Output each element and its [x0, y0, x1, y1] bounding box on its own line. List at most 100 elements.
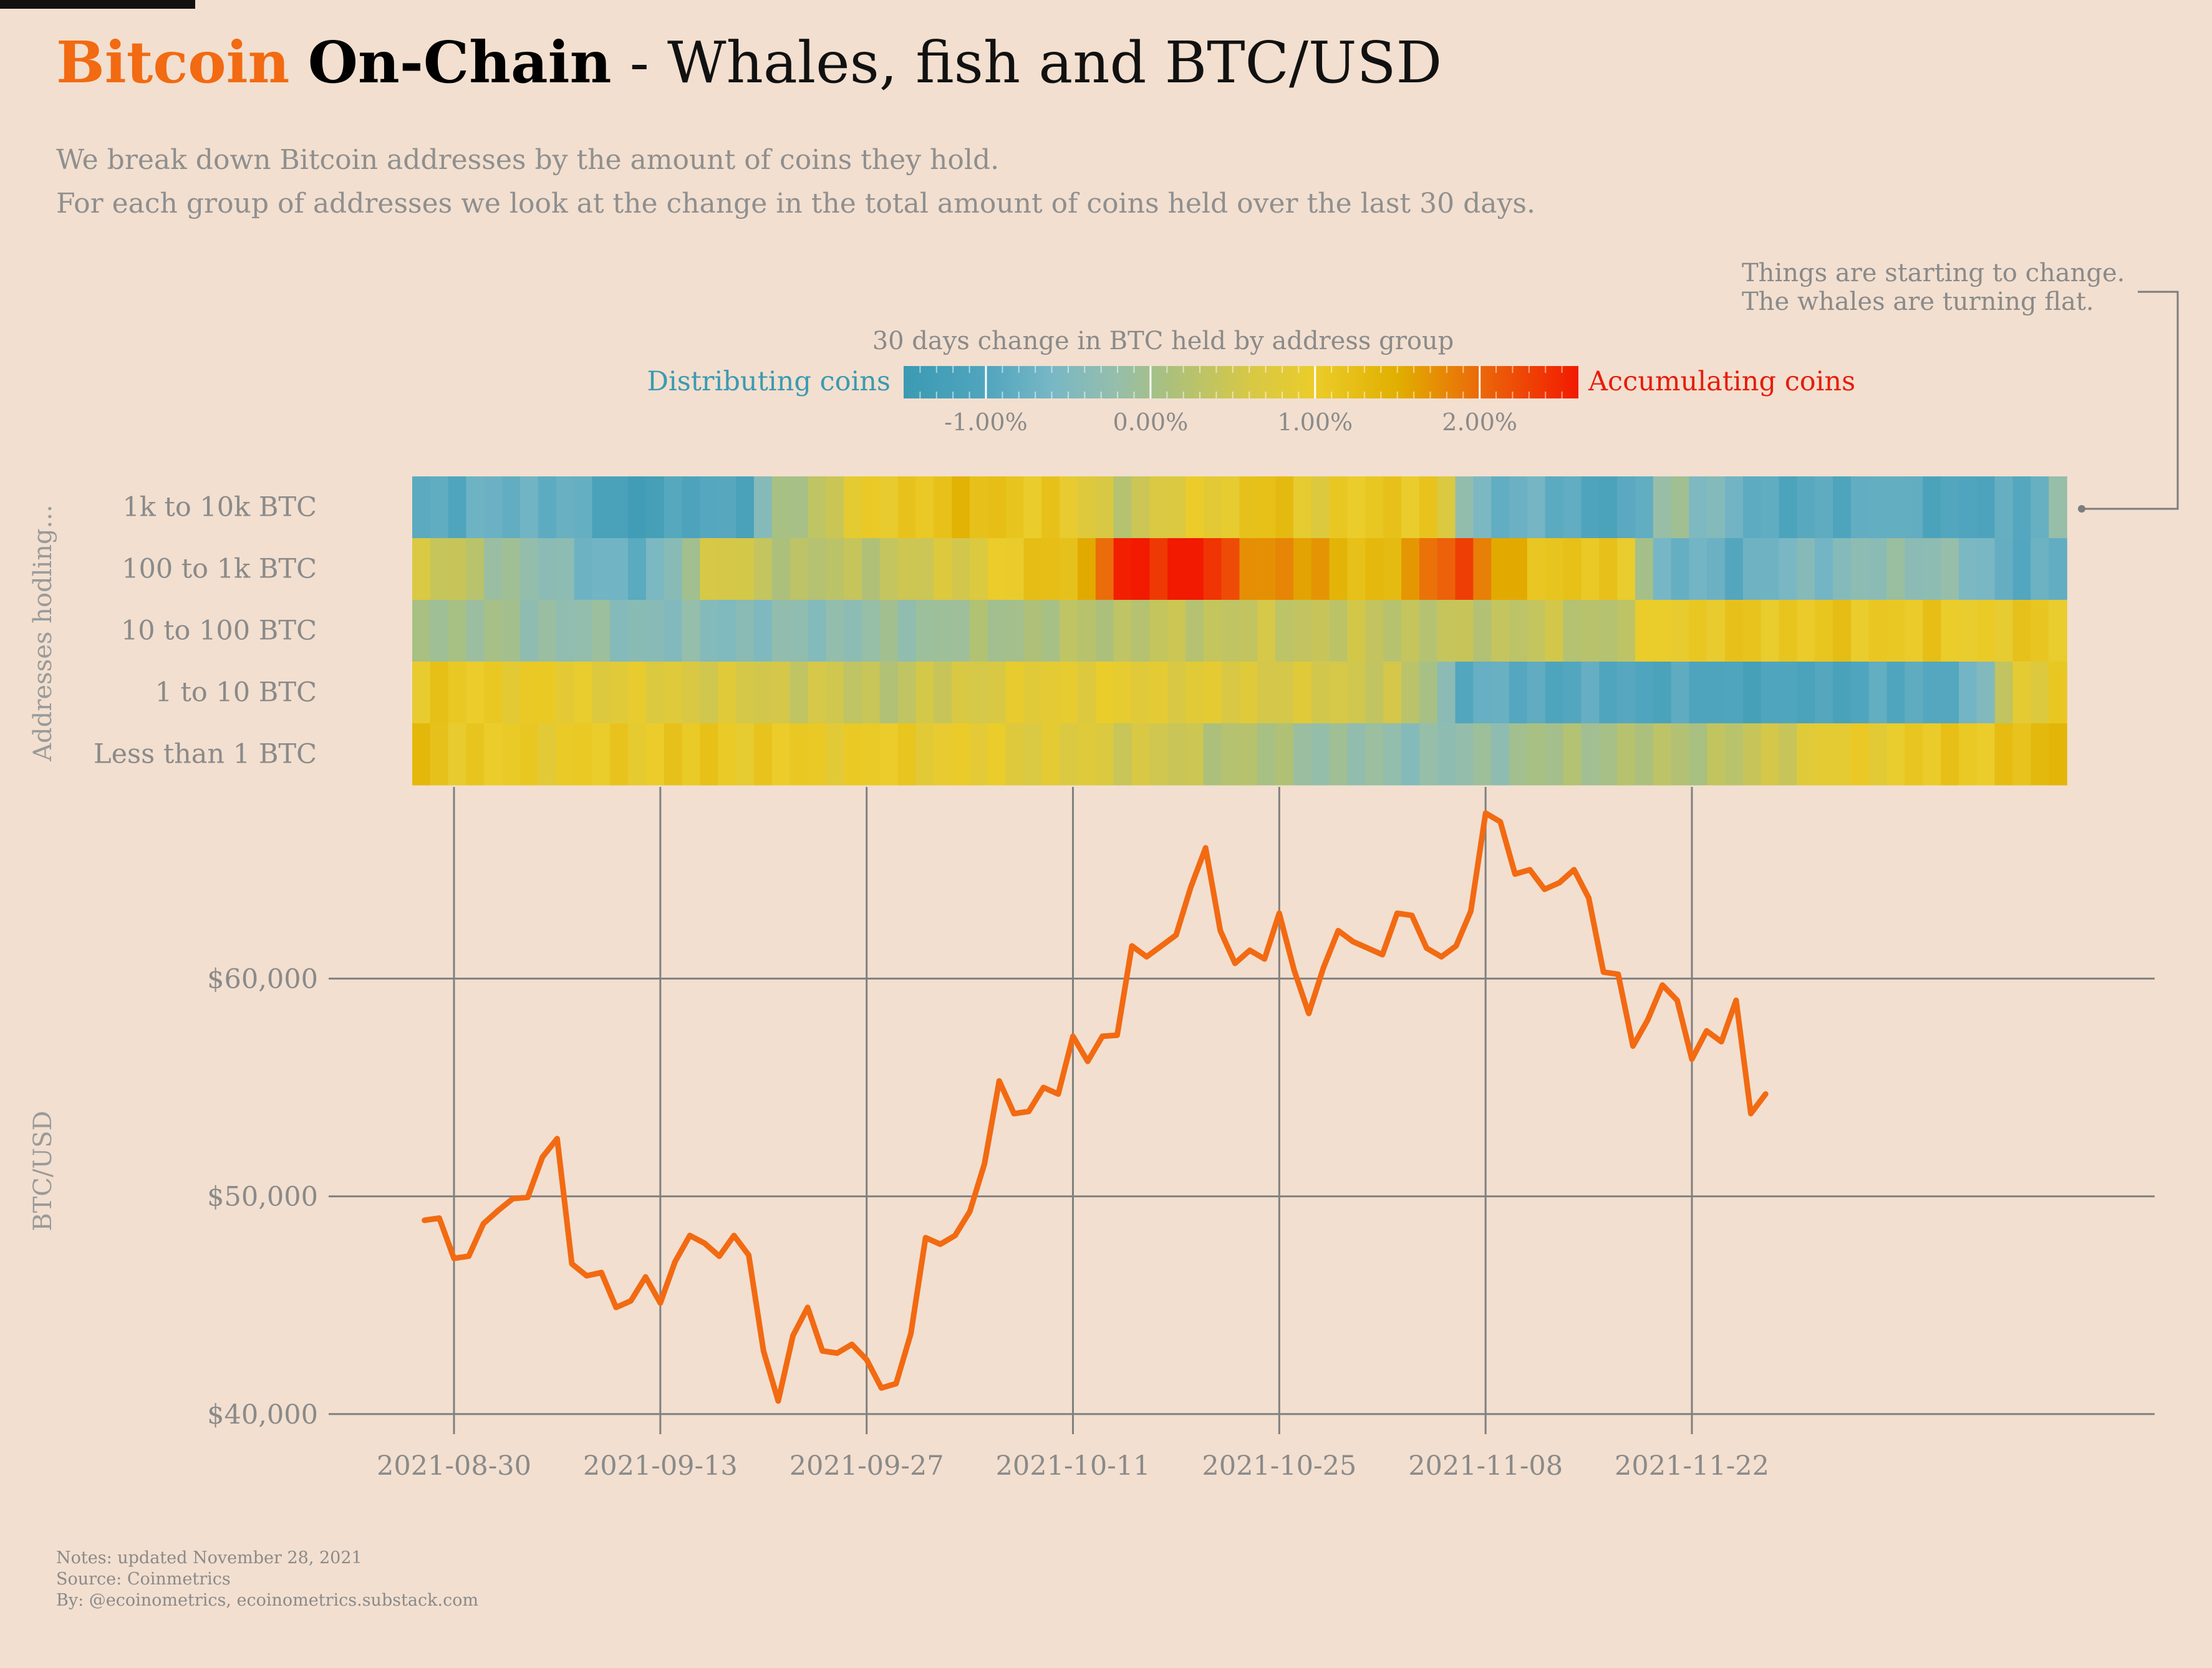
- heatmap-cell: [556, 476, 575, 539]
- title-rest: - Whales, fish and BTC/USD: [611, 29, 1442, 96]
- heatmap-cell: [592, 476, 611, 539]
- heatmap-cell: [771, 723, 791, 786]
- btc-price-line: [422, 810, 1769, 1404]
- heatmap-cell: [1653, 723, 1672, 786]
- heatmap-row: [412, 723, 2067, 786]
- heatmap-cell: [430, 538, 449, 600]
- heatmap-cell: [1095, 476, 1114, 539]
- heatmap-cell: [1347, 538, 1366, 600]
- heatmap-cell: [412, 723, 431, 786]
- heatmap-cell: [1815, 538, 1833, 600]
- legend-title: 30 days change in BTC held by address gr…: [872, 327, 1454, 355]
- heatmap-cell: [664, 662, 683, 724]
- heatmap-cell: [2049, 600, 2067, 662]
- heatmap-cell: [448, 662, 467, 724]
- heatmap-cell: [1941, 476, 1959, 539]
- heatmap-cell: [790, 476, 809, 539]
- heatmap-cell: [1581, 723, 1600, 786]
- heatmap-cell: [1563, 662, 1582, 724]
- heatmap-cell: [520, 723, 539, 786]
- heatmap-row-labels: 1k to 10k BTC 100 to 1k BTC 10 to 100 BTC 1…: [94, 492, 317, 770]
- heatmap-cell: [448, 600, 467, 662]
- heatmap-cell: [826, 600, 844, 662]
- heatmap-cell: [826, 538, 844, 600]
- heatmap-cell: [664, 538, 683, 600]
- heatmap-cell: [1707, 662, 1726, 724]
- heatmap-cell: [1383, 600, 1402, 662]
- heatmap-cell: [969, 538, 988, 600]
- heatmap-cell: [718, 662, 737, 724]
- heatmap-cell: [1635, 662, 1654, 724]
- heatmap-cell: [538, 600, 557, 662]
- heatmap-cell: [1671, 476, 1690, 539]
- heatmap-cell: [808, 538, 827, 600]
- heatmap-cell: [430, 662, 449, 724]
- heatmap-cell: [466, 600, 485, 662]
- heatmap-cell: [1850, 600, 1870, 662]
- heatmap-cell: [592, 538, 611, 600]
- heatmap-cell: [628, 723, 647, 786]
- heatmap-cell: [2012, 538, 2032, 600]
- heatmap-cell: [1113, 538, 1133, 600]
- heatmap-cell: [1383, 723, 1402, 786]
- heatmap-cell: [1185, 600, 1204, 662]
- heatmap-cell: [1815, 662, 1833, 724]
- heatmap-cell: [952, 662, 970, 724]
- heatmap-cell: [1005, 662, 1025, 724]
- heatmap-cell: [1653, 600, 1672, 662]
- x-tick-label: 2021-11-22: [1615, 1450, 1769, 1482]
- heatmap-cell: [610, 476, 629, 539]
- heatmap-cell: [753, 476, 773, 539]
- heatmap-cell: [1275, 476, 1294, 539]
- heatmap-cell: [1005, 538, 1025, 600]
- heatmap-cell: [1455, 538, 1474, 600]
- heatmap-cell: [1653, 662, 1672, 724]
- heatmap-cell: [879, 538, 899, 600]
- legend-tick-label: 2.00%: [1442, 408, 1517, 436]
- heatmap-cell: [1419, 600, 1438, 662]
- heatmap-cell: [1437, 600, 1456, 662]
- heatmap-cell: [987, 538, 1007, 600]
- heatmap-cell: [1455, 476, 1474, 539]
- heatmap-cell: [1976, 600, 1996, 662]
- heatmap-cell: [1131, 476, 1151, 539]
- heatmap-cell: [628, 538, 647, 600]
- heatmap-cell: [844, 538, 862, 600]
- heatmap-cell: [1886, 723, 1906, 786]
- heatmap-cell: [1671, 538, 1690, 600]
- heatmap-cell: [1023, 538, 1043, 600]
- heatmap-cell: [502, 476, 521, 539]
- heatmap-cell: [1365, 723, 1384, 786]
- heatmap-cell: [1886, 662, 1906, 724]
- heatmap-cell: [1077, 600, 1096, 662]
- heatmap-cell: [1760, 538, 1780, 600]
- heatmap-cell: [430, 723, 449, 786]
- title-bold: On-Chain: [307, 29, 612, 96]
- heatmap-cell: [1905, 662, 1924, 724]
- heatmap-cell: [628, 662, 647, 724]
- heatmap-cell: [664, 476, 683, 539]
- annotation-dot: [2078, 505, 2085, 513]
- heatmap-cell: [1833, 723, 1852, 786]
- heatmap-cell: [1779, 476, 1798, 539]
- heatmap-cell: [879, 600, 899, 662]
- heatmap-cell: [1923, 476, 1941, 539]
- heatmap-cell: [718, 600, 737, 662]
- heatmap-cell: [1958, 476, 1978, 539]
- heatmap-cell: [1077, 723, 1096, 786]
- heatmap-cell: [1994, 538, 2014, 600]
- heatmap-cell: [1653, 476, 1672, 539]
- heatmap-cell: [1994, 723, 2014, 786]
- heatmap-cell: [1958, 723, 1978, 786]
- heatmap-cell: [1635, 538, 1654, 600]
- heatmap-cell: [1239, 476, 1258, 539]
- heatmap-cell: [1868, 662, 1888, 724]
- heatmap-cell: [1797, 600, 1816, 662]
- heatmap-cell: [1060, 538, 1078, 600]
- heatmap-cell: [844, 600, 862, 662]
- heatmap-cell: [430, 476, 449, 539]
- heatmap-cell: [1311, 538, 1330, 600]
- heatmap-cell: [1347, 723, 1366, 786]
- heatmap-cell: [1491, 600, 1510, 662]
- heatmap-cell: [1850, 662, 1870, 724]
